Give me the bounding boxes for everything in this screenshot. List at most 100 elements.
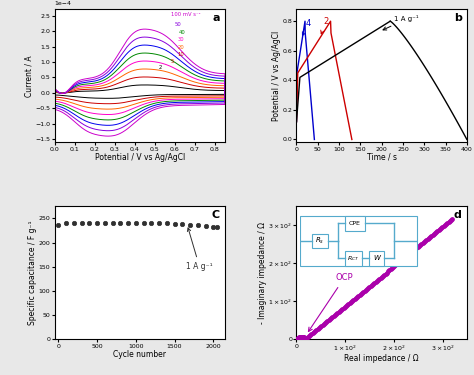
- Point: [332, 311, 340, 317]
- Point: [403, 253, 410, 259]
- Point: [342, 303, 350, 309]
- Point: [375, 276, 383, 282]
- Point: [405, 251, 413, 257]
- Point: [301, 335, 308, 341]
- Y-axis label: Current / A: Current / A: [25, 55, 34, 97]
- Point: [315, 325, 323, 331]
- Point: [382, 270, 389, 276]
- Point: [365, 285, 372, 291]
- X-axis label: Potential / V vs Ag/AgCl: Potential / V vs Ag/AgCl: [95, 153, 185, 162]
- Point: [432, 229, 440, 235]
- Point: [294, 336, 301, 342]
- Point: [447, 217, 455, 223]
- Point: [398, 257, 405, 263]
- Point: [301, 335, 308, 341]
- Point: [330, 313, 337, 319]
- Point: [336, 308, 344, 314]
- Text: 20: 20: [178, 45, 184, 50]
- Point: [369, 280, 377, 286]
- X-axis label: Cycle number: Cycle number: [113, 350, 166, 359]
- Point: [378, 274, 386, 280]
- Point: [202, 223, 210, 229]
- Point: [352, 295, 360, 301]
- Point: [335, 309, 342, 315]
- Point: [171, 221, 178, 227]
- Point: [186, 222, 194, 228]
- Point: [428, 232, 436, 238]
- Point: [312, 327, 320, 333]
- Point: [301, 336, 309, 342]
- Point: [360, 289, 367, 295]
- Point: [448, 216, 456, 222]
- Point: [321, 320, 329, 326]
- Point: [294, 336, 301, 342]
- Point: [408, 249, 415, 255]
- X-axis label: Real impedance / Ω: Real impedance / Ω: [345, 354, 419, 363]
- Y-axis label: - Imaginary impedance / Ω: - Imaginary impedance / Ω: [258, 222, 267, 324]
- Point: [428, 233, 435, 239]
- Text: 30: 30: [178, 37, 184, 42]
- Text: a: a: [212, 13, 220, 23]
- Point: [93, 220, 101, 226]
- Point: [304, 334, 311, 340]
- Point: [418, 241, 425, 247]
- Text: 10: 10: [178, 52, 184, 57]
- Point: [374, 277, 382, 283]
- Text: d: d: [454, 210, 462, 220]
- Point: [436, 226, 444, 232]
- Point: [366, 284, 374, 290]
- Point: [391, 263, 398, 269]
- Text: C: C: [212, 210, 220, 220]
- Point: [404, 252, 411, 258]
- Point: [411, 246, 419, 252]
- Point: [401, 254, 409, 260]
- Point: [345, 301, 352, 307]
- Point: [294, 335, 301, 341]
- Point: [308, 331, 315, 337]
- Text: 4: 4: [302, 19, 311, 36]
- Point: [367, 283, 374, 289]
- Point: [109, 220, 117, 226]
- Point: [407, 250, 414, 256]
- Point: [297, 334, 304, 340]
- Point: [117, 220, 124, 226]
- Point: [70, 220, 78, 226]
- Text: 2: 2: [159, 65, 162, 70]
- Point: [331, 312, 339, 318]
- Point: [348, 298, 356, 304]
- Point: [401, 255, 408, 261]
- Point: [306, 332, 314, 338]
- Point: [421, 238, 429, 244]
- Point: [419, 240, 427, 246]
- Point: [350, 297, 357, 303]
- Point: [444, 220, 451, 226]
- Point: [362, 287, 370, 293]
- Point: [441, 222, 449, 228]
- Point: [294, 336, 301, 342]
- Text: 1 A g⁻¹: 1 A g⁻¹: [383, 15, 419, 30]
- Y-axis label: Potential / V vs Ag/AgCl: Potential / V vs Ag/AgCl: [272, 31, 281, 121]
- Point: [420, 239, 428, 245]
- Point: [324, 318, 331, 324]
- Point: [297, 334, 304, 340]
- Point: [301, 336, 309, 342]
- Point: [86, 220, 93, 226]
- Point: [430, 231, 438, 237]
- Point: [415, 243, 423, 249]
- Point: [132, 220, 140, 226]
- Point: [297, 334, 305, 340]
- Point: [309, 330, 317, 336]
- Point: [377, 274, 384, 280]
- Point: [387, 267, 394, 273]
- Point: [438, 224, 446, 230]
- Point: [55, 222, 62, 228]
- Point: [213, 224, 221, 230]
- Point: [373, 278, 381, 284]
- Point: [381, 272, 388, 278]
- Point: [371, 280, 378, 286]
- Point: [295, 334, 303, 340]
- Point: [325, 317, 333, 323]
- Point: [351, 296, 358, 302]
- Point: [294, 336, 301, 342]
- Point: [318, 323, 325, 329]
